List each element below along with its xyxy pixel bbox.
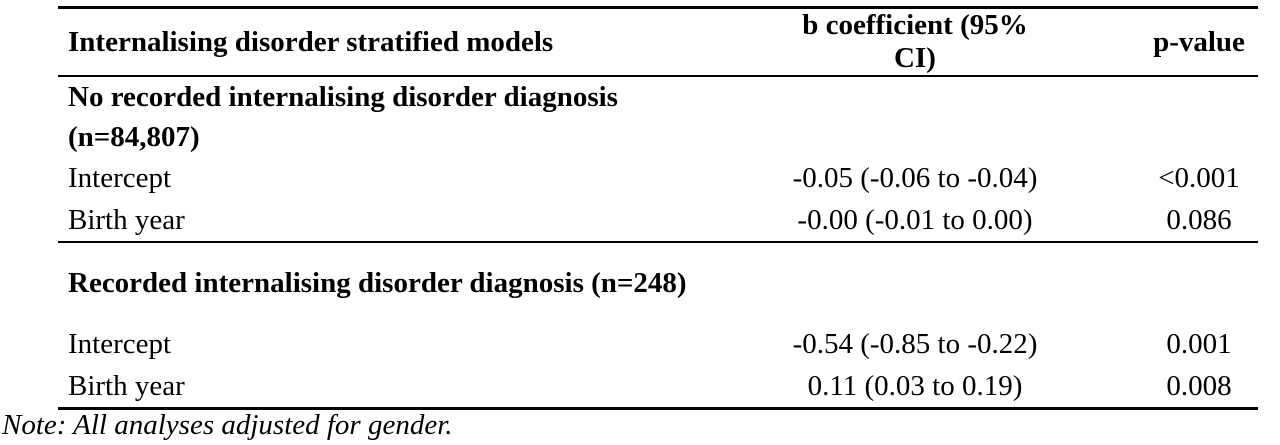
coefficient: -0.54 (-0.85 to -0.22) — [792, 327, 1038, 360]
table-note: Note: All analyses adjusted for gender. — [2, 409, 453, 441]
row-label: Birth year — [58, 365, 778, 410]
empty-cell — [1140, 241, 1258, 323]
row-label: Intercept — [68, 161, 172, 194]
results-table: Internalising disorder stratified models… — [58, 6, 1258, 410]
table-body: No recorded internalising disorder diagn… — [58, 75, 1258, 410]
coefficient: -0.00 (-0.01 to 0.00) — [797, 203, 1033, 236]
group-title-text: Recorded internalising disorder diagnosi… — [68, 267, 687, 299]
empty-cell — [778, 75, 1140, 157]
empty-cell — [1140, 75, 1258, 157]
data-row: Birth year -0.00 (-0.01 to 0.00) 0.086 — [58, 199, 1258, 242]
header-row: Internalising disorder stratified models… — [58, 6, 1258, 76]
group-title-text: No recorded internalising disorder diagn… — [68, 81, 618, 153]
empty-cell — [778, 241, 1140, 323]
data-row: Birth year 0.11 (0.03 to 0.19) 0.008 — [58, 365, 1258, 410]
header-cell: b coefficient (95% CI) — [778, 6, 1140, 76]
group-title: No recorded internalising disorder diagn… — [58, 75, 778, 157]
p-value: 0.086 — [1166, 203, 1232, 236]
group-row: No recorded internalising disorder diagn… — [58, 75, 1258, 157]
p-value: 0.001 — [1166, 327, 1232, 360]
header-cell: p-value — [1140, 6, 1258, 76]
p-value: 0.008 — [1140, 365, 1258, 410]
group-row: Recorded internalising disorder diagnosi… — [58, 241, 1258, 323]
group-title: Recorded internalising disorder diagnosi… — [58, 241, 778, 323]
coefficient: 0.11 (0.03 to 0.19) — [778, 365, 1140, 410]
header-cell: Internalising disorder stratified models — [58, 6, 778, 76]
row-label: Intercept — [68, 327, 172, 360]
row-label: Birth year — [68, 203, 185, 236]
data-row: Intercept -0.05 (-0.06 to -0.04) <0.001 — [58, 157, 1258, 199]
p-value: <0.001 — [1158, 161, 1240, 194]
data-row: Intercept -0.54 (-0.85 to -0.22) 0.001 — [58, 323, 1258, 365]
coefficient: -0.05 (-0.06 to -0.04) — [792, 161, 1038, 194]
